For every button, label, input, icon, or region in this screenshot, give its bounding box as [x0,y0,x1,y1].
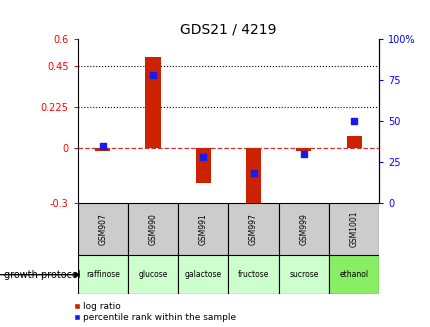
Text: GSM1001: GSM1001 [349,211,358,247]
Text: ethanol: ethanol [339,270,368,279]
Bar [145,58,160,148]
Text: growth protocol: growth protocol [4,270,81,280]
Text: GSM999: GSM999 [299,213,307,245]
Bar [128,255,178,294]
Bar [178,255,228,294]
Bar [178,203,228,255]
Bar [328,255,378,294]
Text: GSM907: GSM907 [98,213,107,245]
Text: sucrose: sucrose [289,270,318,279]
Point [249,171,256,176]
Bar [246,148,261,206]
Point [99,143,106,148]
Text: fructose: fructose [237,270,269,279]
Bar [195,148,210,183]
Text: glucose: glucose [138,270,167,279]
Legend: log ratio, percentile rank within the sample: log ratio, percentile rank within the sa… [73,301,237,322]
Text: galactose: galactose [184,270,221,279]
Bar [228,255,278,294]
Bar [77,255,128,294]
Bar [95,148,110,151]
Bar [346,135,361,148]
Text: GSM990: GSM990 [148,213,157,245]
Bar [278,255,328,294]
Bar [278,203,328,255]
Bar [128,203,178,255]
Text: raffinose: raffinose [86,270,120,279]
Bar [228,203,278,255]
Text: GSM997: GSM997 [249,213,258,245]
Text: GSM991: GSM991 [198,213,207,245]
Bar [328,203,378,255]
Bar [295,148,310,151]
Point [300,151,307,156]
Bar [77,203,128,255]
Point [350,118,357,124]
Point [200,154,206,160]
Point [149,73,156,78]
Title: GDS21 / 4219: GDS21 / 4219 [180,23,276,37]
